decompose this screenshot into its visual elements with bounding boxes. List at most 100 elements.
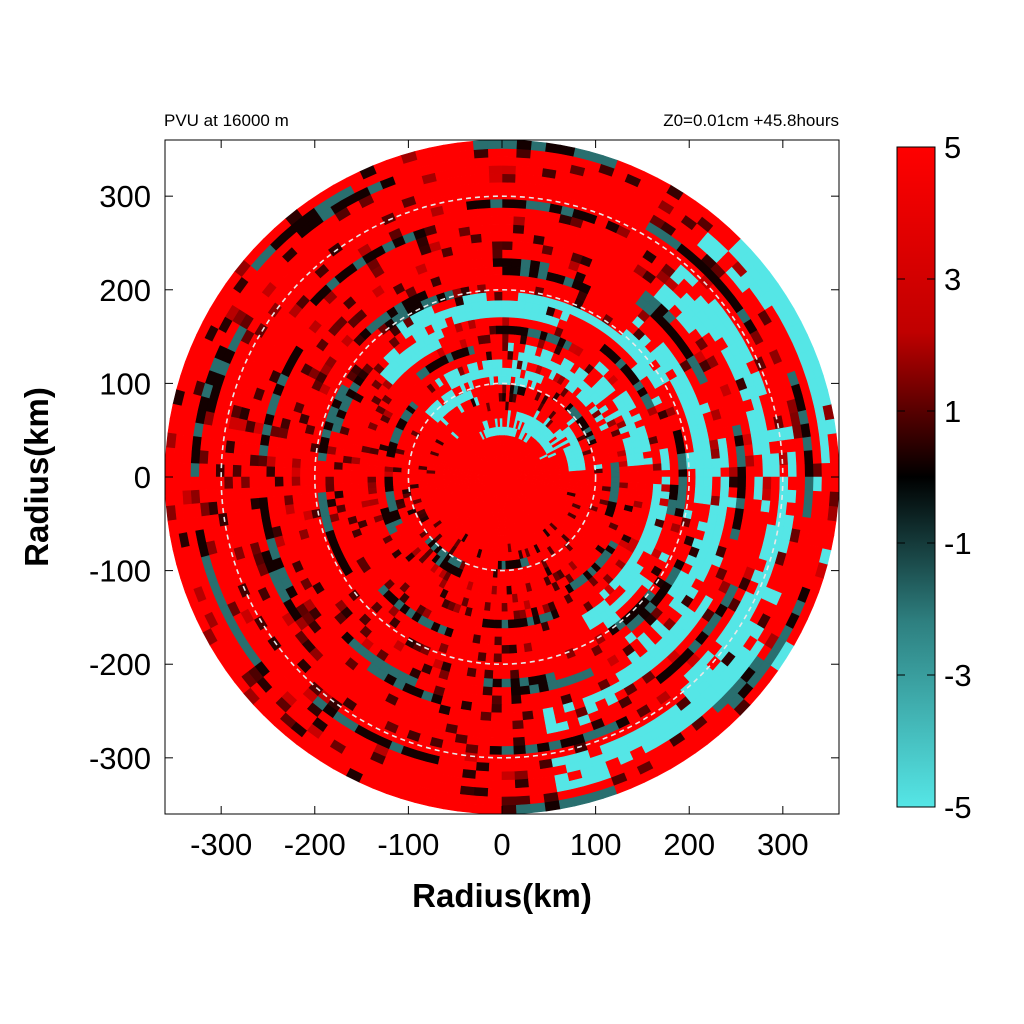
- heatmap-cell: [282, 457, 293, 469]
- heatmap-cell: [308, 492, 319, 503]
- heatmap-cell: [752, 498, 763, 512]
- heatmap-cell: [770, 452, 781, 466]
- heatmap-cell: [627, 476, 638, 484]
- heatmap-cell: [517, 283, 528, 294]
- heatmap-cell: [501, 190, 515, 200]
- heatmap-cell: [486, 308, 496, 318]
- heatmap-cell: [760, 441, 771, 455]
- heatmap-cell: [325, 491, 336, 501]
- heatmap-cell: [501, 350, 508, 360]
- heatmap-cell: [333, 469, 343, 478]
- heatmap-cell: [274, 466, 284, 478]
- heatmap-cell: [473, 258, 484, 269]
- heatmap-cell: [497, 552, 503, 562]
- heatmap-cell: [486, 644, 496, 655]
- heatmap-cell: [478, 643, 488, 654]
- heatmap-cell: [358, 457, 369, 466]
- heatmap-cell: [787, 450, 797, 465]
- heatmap-cell: [249, 487, 259, 500]
- heatmap-cell: [712, 467, 722, 478]
- heatmap-cell: [489, 602, 497, 613]
- heatmap-cell: [501, 274, 512, 284]
- heatmap-cell: [470, 702, 483, 713]
- heatmap-cell: [507, 341, 515, 352]
- heatmap-cell: [661, 461, 671, 471]
- heatmap-cell: [341, 476, 351, 485]
- heatmap-cell: [501, 257, 512, 267]
- heatmap-cell: [491, 240, 503, 251]
- heatmap-cell: [501, 594, 508, 604]
- heatmap-cell: [480, 627, 490, 637]
- heatmap-cell: [299, 476, 309, 487]
- heatmap-cell: [258, 497, 269, 510]
- heatmap-cell: [652, 489, 662, 499]
- heatmap-cell: [737, 465, 747, 478]
- heatmap-cell: [513, 198, 527, 209]
- heatmap-cell: [333, 454, 344, 464]
- heatmap-cell: [493, 644, 503, 655]
- heatmap-cell: [787, 463, 798, 478]
- heatmap-cell: [232, 453, 243, 466]
- heatmap-cell: [675, 499, 687, 510]
- heatmap-cell: [736, 455, 747, 468]
- heatmap-cell: [644, 470, 654, 478]
- heatmap-cell: [479, 224, 492, 234]
- heatmap-cell: [508, 299, 518, 310]
- heatmap-cell: [627, 482, 638, 490]
- heatmap-cell: [754, 476, 764, 489]
- heatmap-cell: [507, 610, 515, 621]
- heatmap-cell: [516, 300, 526, 311]
- heatmap-cell: [508, 644, 518, 655]
- heatmap-cell: [501, 712, 514, 722]
- heatmap-cell: [735, 497, 746, 510]
- heatmap-cell: [485, 291, 495, 302]
- heatmap-cell: [515, 308, 525, 319]
- heatmap-cell: [466, 208, 480, 219]
- heatmap-cell: [695, 476, 705, 487]
- heatmap-cell: [510, 274, 520, 285]
- heatmap-cell: [291, 449, 302, 460]
- heatmap-cell: [232, 476, 242, 490]
- plot-area: [165, 140, 839, 814]
- heatmap-cell: [341, 469, 351, 478]
- heatmap-cell: [223, 464, 234, 478]
- heatmap-cell: [752, 442, 763, 456]
- heatmap-cell: [496, 577, 503, 587]
- heatmap-cell: [524, 208, 538, 219]
- heatmap-cell: [491, 585, 498, 596]
- heatmap-cell: [736, 486, 747, 499]
- heatmap-cell: [350, 456, 361, 465]
- heatmap-cell: [375, 460, 386, 468]
- heatmap-cell: [495, 611, 503, 621]
- heatmap-cell: [694, 459, 705, 469]
- heatmap-cell: [501, 720, 514, 731]
- heatmap-cell: [518, 275, 529, 286]
- heatmap-cell: [745, 465, 756, 478]
- heatmap-cell: [511, 232, 524, 243]
- heatmap-cell: [207, 450, 217, 465]
- heatmap-cell: [468, 718, 482, 730]
- heatmap-cell: [482, 686, 494, 697]
- heatmap-cell: [375, 465, 385, 473]
- heatmap-cell: [728, 476, 739, 488]
- heatmap-cell: [685, 451, 696, 462]
- heatmap-cell: [341, 462, 352, 471]
- heatmap-cell: [517, 652, 527, 662]
- heatmap-cell: [511, 249, 523, 260]
- heatmap-cell: [316, 476, 326, 486]
- heatmap-cell: [520, 693, 533, 704]
- heatmap-cell: [501, 695, 513, 705]
- heatmap-cell: [496, 367, 503, 377]
- heatmap-cell: [560, 476, 570, 481]
- heatmap-cell: [282, 485, 293, 497]
- heatmap-cell: [745, 487, 755, 500]
- heatmap-cell: [520, 250, 533, 261]
- heatmap-cell: [635, 488, 646, 497]
- heatmap-cell: [257, 465, 267, 478]
- heatmap-cell: [501, 223, 514, 234]
- heatmap-cell: [501, 358, 508, 368]
- heatmap-cell: [695, 467, 705, 478]
- heatmap-cell: [367, 459, 378, 467]
- heatmap-cell: [522, 224, 536, 236]
- heatmap-cell: [619, 471, 629, 478]
